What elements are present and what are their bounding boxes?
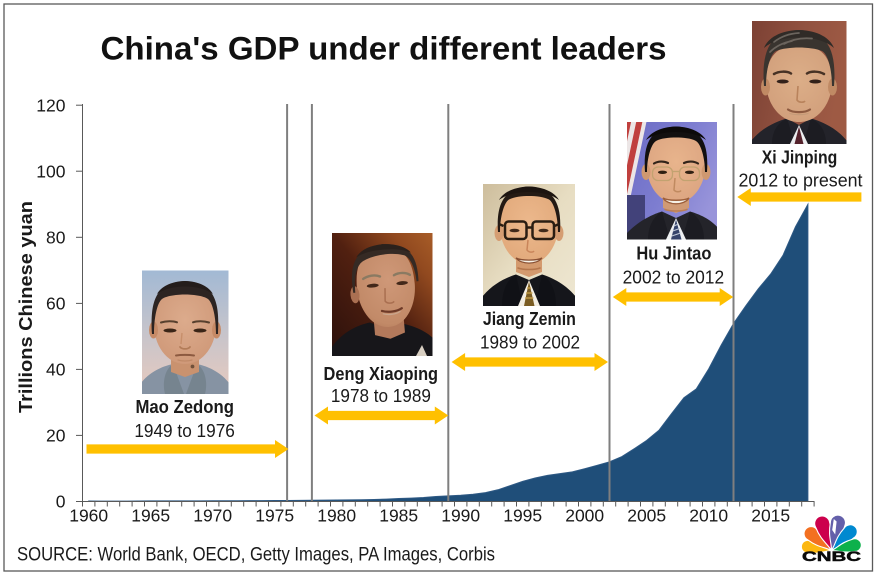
svg-text:20: 20 xyxy=(46,426,66,446)
svg-text:Jiang Zemin: Jiang Zemin xyxy=(483,308,576,329)
svg-text:1989 to 2002: 1989 to 2002 xyxy=(480,332,580,353)
svg-text:60: 60 xyxy=(46,294,66,314)
svg-text:SOURCE: World Bank, OECD, Gett: SOURCE: World Bank, OECD, Getty Images, … xyxy=(17,545,495,566)
svg-text:Hu Jintao: Hu Jintao xyxy=(636,243,711,264)
svg-text:1985: 1985 xyxy=(379,506,418,526)
svg-text:Deng Xiaoping: Deng Xiaoping xyxy=(324,363,439,384)
svg-text:1990: 1990 xyxy=(441,506,480,526)
svg-text:1995: 1995 xyxy=(503,506,542,526)
svg-text:100: 100 xyxy=(36,161,65,181)
svg-text:2005: 2005 xyxy=(627,506,666,526)
svg-text:2010: 2010 xyxy=(689,506,728,526)
svg-text:2000: 2000 xyxy=(565,506,604,526)
svg-text:40: 40 xyxy=(46,360,66,380)
svg-text:80: 80 xyxy=(46,228,66,248)
svg-text:1978 to 1989: 1978 to 1989 xyxy=(331,385,431,406)
svg-text:CNBC: CNBC xyxy=(802,549,861,564)
svg-text:Xi Jinping: Xi Jinping xyxy=(762,147,838,168)
svg-text:1975: 1975 xyxy=(255,506,294,526)
svg-text:1965: 1965 xyxy=(131,506,170,526)
svg-text:2015: 2015 xyxy=(751,506,790,526)
svg-text:2002 to 2012: 2002 to 2012 xyxy=(623,267,725,288)
svg-text:1980: 1980 xyxy=(317,506,356,526)
svg-text:1960: 1960 xyxy=(69,506,108,526)
svg-text:Trillions Chinese yuan: Trillions Chinese yuan xyxy=(16,201,36,413)
svg-text:Mao Zedong: Mao Zedong xyxy=(135,396,234,417)
svg-text:1949 to 1976: 1949 to 1976 xyxy=(134,420,235,441)
svg-text:0: 0 xyxy=(56,492,66,512)
svg-text:1970: 1970 xyxy=(193,506,232,526)
svg-text:2012 to present: 2012 to present xyxy=(739,170,863,191)
svg-text:120: 120 xyxy=(36,95,65,115)
svg-text:China's GDP under different le: China's GDP under different leaders xyxy=(101,31,667,67)
